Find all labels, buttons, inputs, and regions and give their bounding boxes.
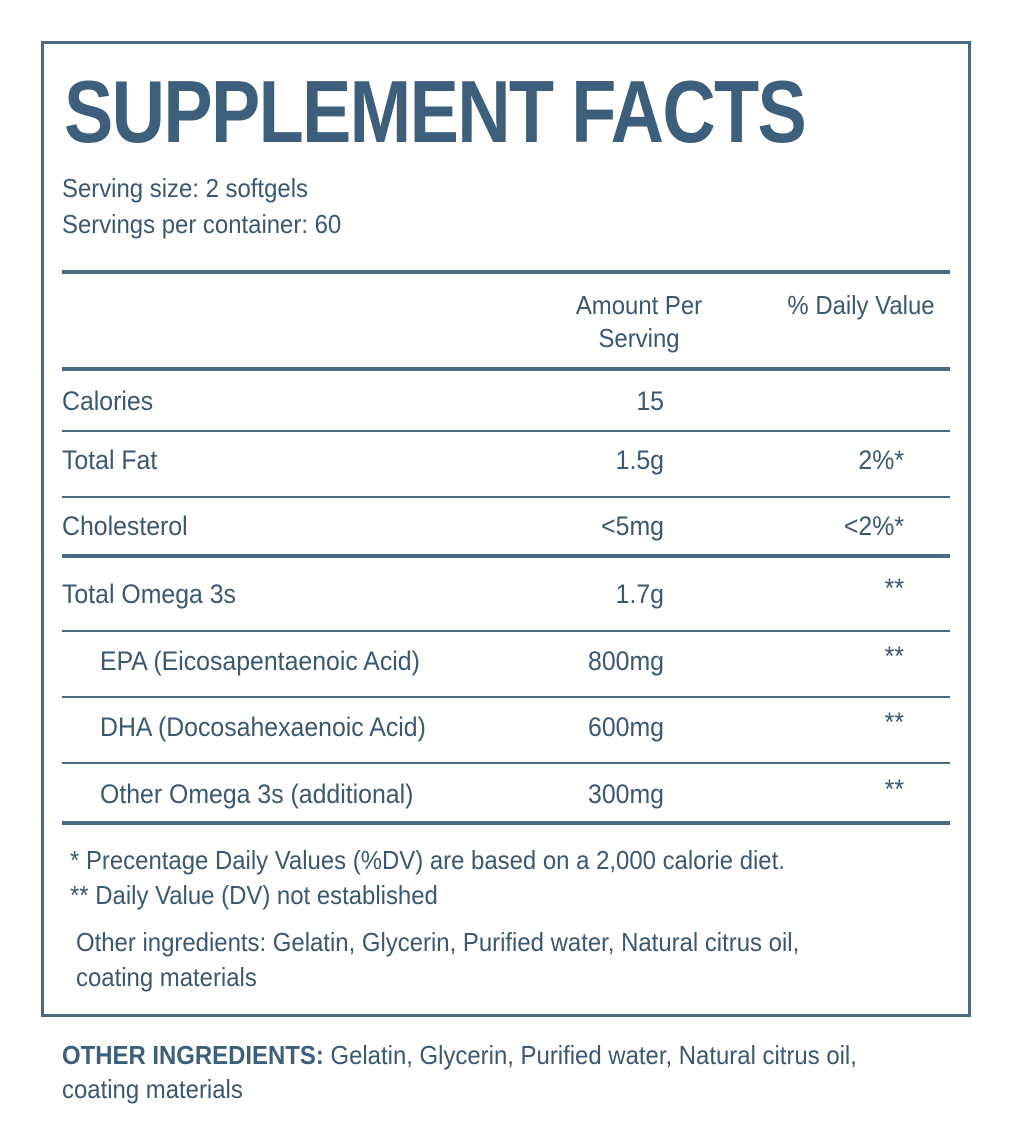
row-amount-epa: 800mg	[588, 646, 664, 676]
row-dv-cholesterol: <2%*	[843, 511, 904, 541]
other-ingredients-text: Gelatin, Glycerin, Purified water, Natur…	[62, 1040, 857, 1104]
row-divider	[62, 762, 950, 764]
row-amount-total-omega-3s: 1.7g	[615, 579, 664, 609]
row-label-epa: EPA (Eicosapentaenoic Acid)	[100, 646, 420, 676]
row-dv-total-omega-3s: **	[884, 573, 904, 603]
ingredients-line-1: Other ingredients: Gelatin, Glycerin, Pu…	[76, 927, 800, 957]
row-dv-total-fat: 2%*	[858, 445, 904, 475]
row-dv-dha: **	[884, 707, 904, 737]
amount-per-serving-header: Amount Per Serving	[556, 289, 722, 355]
header-bottom-rule	[62, 367, 950, 371]
section-rule	[62, 554, 950, 558]
row-amount-other-omega-3s: 300mg	[588, 779, 664, 809]
row-divider	[62, 496, 950, 498]
serving-size: Serving size: 2 softgels	[62, 173, 308, 203]
header-top-rule	[62, 270, 950, 274]
daily-value-header: % Daily Value	[787, 290, 935, 320]
amount-header-line1: Amount Per	[575, 290, 703, 320]
row-divider	[62, 430, 950, 432]
servings-per-container: Servings per container: 60	[62, 209, 342, 239]
other-ingredients-label: OTHER INGREDIENTS:	[62, 1040, 324, 1070]
other-ingredients-footer: OTHER INGREDIENTS: Gelatin, Glycerin, Pu…	[62, 1038, 927, 1106]
row-dv-other-omega-3s: **	[884, 774, 904, 804]
row-divider	[62, 696, 950, 698]
row-amount-cholesterol: <5mg	[601, 511, 664, 541]
ingredients-line-2: coating materials	[76, 962, 257, 992]
amount-header-line2: Serving	[598, 323, 680, 353]
row-divider	[62, 630, 950, 632]
row-label-calories: Calories	[62, 386, 154, 416]
table-bottom-rule	[62, 821, 950, 825]
row-dv-epa: **	[884, 641, 904, 671]
row-amount-calories: 15	[636, 386, 664, 416]
panel-title: SUPPLEMENT FACTS	[64, 62, 807, 161]
row-label-total-omega-3s: Total Omega 3s	[62, 579, 236, 609]
row-label-other-omega-3s: Other Omega 3s (additional)	[100, 779, 414, 809]
dv-not-established-footnote: ** Daily Value (DV) not established	[70, 880, 438, 910]
dv-footnote: * Precentage Daily Values (%DV) are base…	[70, 845, 785, 875]
row-label-cholesterol: Cholesterol	[62, 511, 188, 541]
supplement-facts-panel: SUPPLEMENT FACTS Serving size: 2 softgel…	[41, 41, 971, 1017]
row-amount-total-fat: 1.5g	[615, 445, 664, 475]
row-label-total-fat: Total Fat	[62, 445, 158, 475]
row-label-dha: DHA (Docosahexaenoic Acid)	[100, 712, 426, 742]
row-amount-dha: 600mg	[588, 712, 664, 742]
